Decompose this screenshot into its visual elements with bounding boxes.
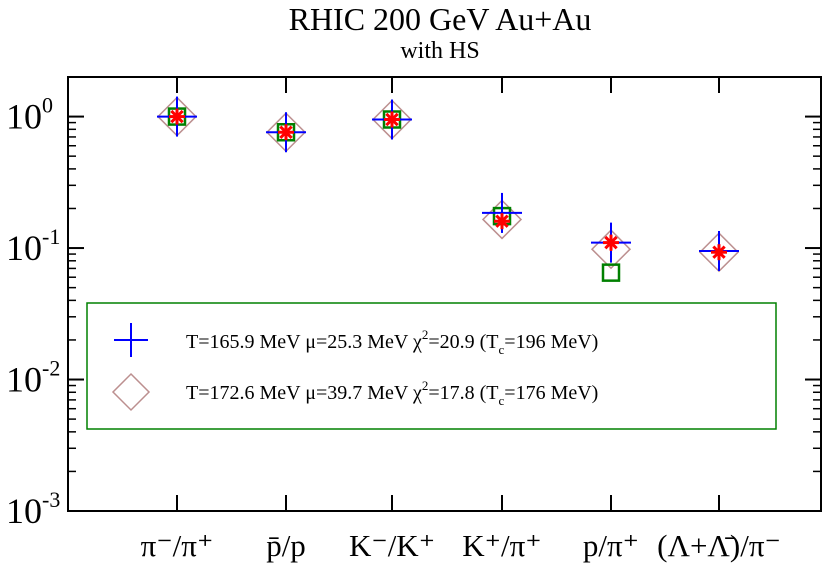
y-tick-label: 10-2 (6, 356, 60, 400)
y-tick-label: 10-1 (6, 224, 60, 268)
legend-entry-1: T=165.9 MeV μ=25.3 MeV χ2=20.9 (Tc=196 M… (186, 327, 598, 357)
x-tick-label: π⁻/π⁺ (141, 528, 214, 563)
chart-subtitle: with HS (400, 38, 479, 64)
star-point (711, 244, 727, 261)
legend: T=165.9 MeV μ=25.3 MeV χ2=20.9 (Tc=196 M… (86, 302, 777, 430)
star-point (603, 234, 619, 251)
legend-diamond-marker (111, 372, 151, 412)
data-points (156, 96, 740, 282)
plot-frame (67, 76, 822, 512)
x-axis: π⁻/π⁺ p̄/p K⁻/K⁺ K⁺/π⁺ p/π⁺ (Λ+Λ̄)/π⁻ (141, 77, 781, 563)
y-tick-label: 10-3 (6, 487, 60, 531)
square-point (601, 263, 621, 282)
star-point (278, 124, 294, 141)
legend-plus-marker (114, 323, 148, 357)
x-tick-label: p̄/p (266, 528, 306, 563)
y-axis: 100 10-1 10-2 10-3 (6, 76, 821, 531)
legend-markers (111, 323, 151, 412)
star-point (169, 108, 185, 125)
legend-box (86, 302, 777, 430)
y-tick-label: 100 (6, 93, 53, 137)
star-point (494, 213, 510, 230)
chart-title: RHIC 200 GeV Au+Au (289, 1, 592, 37)
diamond-point (698, 232, 740, 273)
x-tick-label: (Λ+Λ̄)/π⁻ (657, 528, 781, 563)
x-tick-label: K⁻/K⁺ (349, 528, 435, 563)
x-tick-label: p/π⁺ (583, 528, 639, 563)
x-tick-label: K⁺/π⁺ (462, 528, 541, 563)
legend-entry-2: T=172.6 MeV μ=39.7 MeV χ2=17.8 (Tc=176 M… (186, 378, 598, 408)
star-point (384, 111, 400, 128)
